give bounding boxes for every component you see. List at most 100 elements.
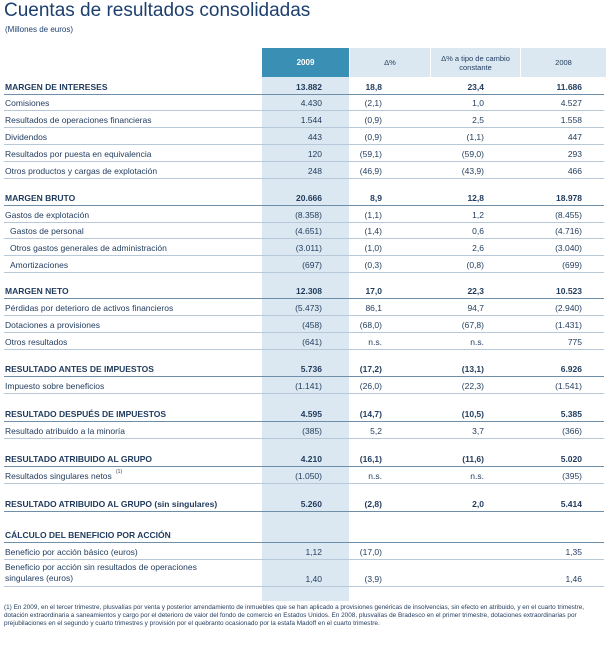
cell-2008: 775	[567, 337, 582, 347]
table-row: Gastos de explotación (8.358) (1,1) 1,2 (8.4…	[4, 207, 604, 223]
row-label: MARGEN DE INTERESES	[5, 82, 108, 92]
table-row: RESULTADO ATRIBUIDO AL GRUPO (sin singul…	[4, 496, 604, 512]
cell-2008: (366)	[562, 426, 582, 436]
table-row: Resultados singulares netos (1) (1.050) n.s…	[4, 468, 604, 484]
column-header-delta-constant: Δ% a tipo de cambio constante	[431, 48, 520, 77]
cell-delta: (14,7)	[359, 409, 382, 419]
row-label: CÁLCULO DEL BENEFICIO POR ACCIÓN	[5, 530, 171, 540]
cell-2008: 1,35	[565, 547, 582, 557]
cell-2008: (1.541)	[555, 381, 582, 391]
row-label: Resultados singulares netos	[5, 471, 112, 481]
column-2009-highlight	[262, 77, 349, 601]
cell-delta: (3,9)	[364, 574, 382, 584]
row-label: RESULTADO DESPUÉS DE IMPUESTOS	[5, 409, 167, 419]
table-row: CÁLCULO DEL BENEFICIO POR ACCIÓN	[4, 527, 604, 543]
cell-delta: 8,9	[370, 193, 382, 203]
cell-2008: 4.527	[560, 98, 582, 108]
row-label: Comisiones	[5, 98, 50, 108]
cell-2009: 248	[307, 166, 322, 176]
cell-2008: (4.716)	[555, 226, 582, 236]
cell-2008: 5.020	[560, 454, 582, 464]
row-label: Dividendos	[5, 132, 48, 142]
table-row: Gastos de personal (4.651) (1,4) 0,6 (4.716)	[4, 223, 604, 239]
cell-2008: (3.040)	[555, 243, 582, 253]
row-label: Amortizaciones	[10, 260, 69, 270]
row-label: Resultados de operaciones financieras	[5, 115, 152, 125]
row-label: RESULTADO ANTES DE IMPUESTOS	[5, 364, 154, 374]
cell-delta: n.s.	[368, 471, 382, 481]
row-label: MARGEN NETO	[5, 286, 69, 296]
cell-delta: (16,1)	[359, 454, 382, 464]
cell-2009: 12.308	[296, 286, 322, 296]
cell-delta-constant: (1,1)	[466, 132, 484, 142]
cell-delta-constant: 1,0	[472, 98, 484, 108]
table-row: Resultado atribuido a la minoría (385) 5,2…	[4, 423, 604, 439]
row-label: Pérdidas por deterioro de activos financ…	[5, 303, 174, 313]
table-row: MARGEN BRUTO 20.666 8,9 12,8 18.978	[4, 190, 604, 206]
cell-delta: (26,0)	[359, 381, 382, 391]
cell-delta-constant: 0,6	[472, 226, 484, 236]
cell-2008: 293	[567, 149, 582, 159]
table-row: RESULTADO ATRIBUIDO AL GRUPO 4.210 (16,1) (…	[4, 451, 604, 467]
cell-2009: 4.595	[300, 409, 322, 419]
table-row: Otros productos y cargas de explotación 2…	[4, 163, 604, 179]
cell-delta-constant: (43,9)	[461, 166, 484, 176]
cell-2008: (1.431)	[555, 320, 582, 330]
cell-delta-constant: (11,6)	[462, 454, 484, 464]
row-label: Beneficio por acción sin resultados de o…	[5, 562, 197, 583]
cell-delta-constant: 1,2	[472, 210, 484, 220]
cell-delta: (68,0)	[359, 320, 382, 330]
row-label: Otros productos y cargas de explotación	[5, 166, 158, 176]
cell-2009: (1.050)	[295, 471, 322, 481]
cell-delta: (2,8)	[364, 499, 382, 509]
cell-delta-constant: (13,1)	[461, 364, 484, 374]
table-row: MARGEN DE INTERESES 13.882 18,8 23,4 11.686	[4, 79, 604, 95]
table-row: Resultados de operaciones financieras 1.5…	[4, 112, 604, 128]
cell-delta-constant: 2,0	[472, 499, 484, 509]
table-row: Dotaciones a provisiones (458) (68,0) (67,8…	[4, 317, 604, 333]
table-row: Beneficio por acción básico (euros) 1,12 (…	[4, 544, 604, 560]
cell-delta: (2,1)	[364, 98, 382, 108]
cell-delta-constant: 94,7	[467, 303, 484, 313]
table-row: Pérdidas por deterioro de activos financ…	[4, 300, 604, 316]
row-label: RESULTADO ATRIBUIDO AL GRUPO (sin singul…	[5, 499, 218, 509]
table-row: Otros resultados (641) n.s. n.s. 775	[4, 334, 604, 350]
cell-delta-constant: n.s.	[470, 471, 484, 481]
cell-2009: 4.430	[300, 98, 322, 108]
cell-delta: (17,0)	[359, 547, 382, 557]
cell-delta: (59,1)	[359, 149, 382, 159]
cell-2008: 5.385	[560, 409, 582, 419]
row-label: Dotaciones a provisiones	[5, 320, 100, 330]
cell-2009: 1.544	[300, 115, 322, 125]
cell-2008: 447	[567, 132, 582, 142]
cell-2008: (699)	[562, 260, 582, 270]
cell-delta-constant: 12,8	[467, 193, 484, 203]
row-label: Resultados por puesta en equivalencia	[5, 149, 152, 159]
table-row: Impuesto sobre beneficios (1.141) (26,0) (2…	[4, 378, 604, 394]
cell-delta: 86,1	[365, 303, 382, 313]
cell-2009: (4.651)	[295, 226, 322, 236]
cell-2008: (2.940)	[555, 303, 582, 313]
cell-delta: 18,8	[365, 82, 382, 92]
table-row: Otros gastos generales de administración…	[4, 240, 604, 256]
cell-delta-constant: (0,8)	[466, 260, 484, 270]
cell-2009: (458)	[302, 320, 322, 330]
table-row: RESULTADO DESPUÉS DE IMPUESTOS 4.595 (14,7…	[4, 406, 604, 422]
footnote: (1) En 2009, en el tercer trimestre, plu…	[4, 604, 585, 628]
page-subtitle: (Millones de euros)	[5, 25, 74, 34]
row-label: Otros gastos generales de administración	[10, 243, 167, 253]
cell-2008: 1,46	[565, 574, 582, 584]
cell-2009: (5.473)	[295, 303, 322, 313]
cell-2009: 120	[307, 149, 322, 159]
cell-2009: (641)	[302, 337, 322, 347]
cell-2009: 5.736	[300, 364, 322, 374]
cell-2009: (8.358)	[295, 210, 322, 220]
cell-2009: 1,40	[305, 574, 322, 584]
cell-2009: 20.666	[296, 193, 322, 203]
cell-delta: (0,3)	[364, 260, 382, 270]
cell-delta: n.s.	[368, 337, 382, 347]
cell-delta-constant: 22,3	[467, 286, 484, 296]
cell-delta-constant: (10,5)	[461, 409, 484, 419]
footnote-marker: (1)	[116, 469, 123, 475]
cell-delta-constant: 2,5	[472, 115, 484, 125]
